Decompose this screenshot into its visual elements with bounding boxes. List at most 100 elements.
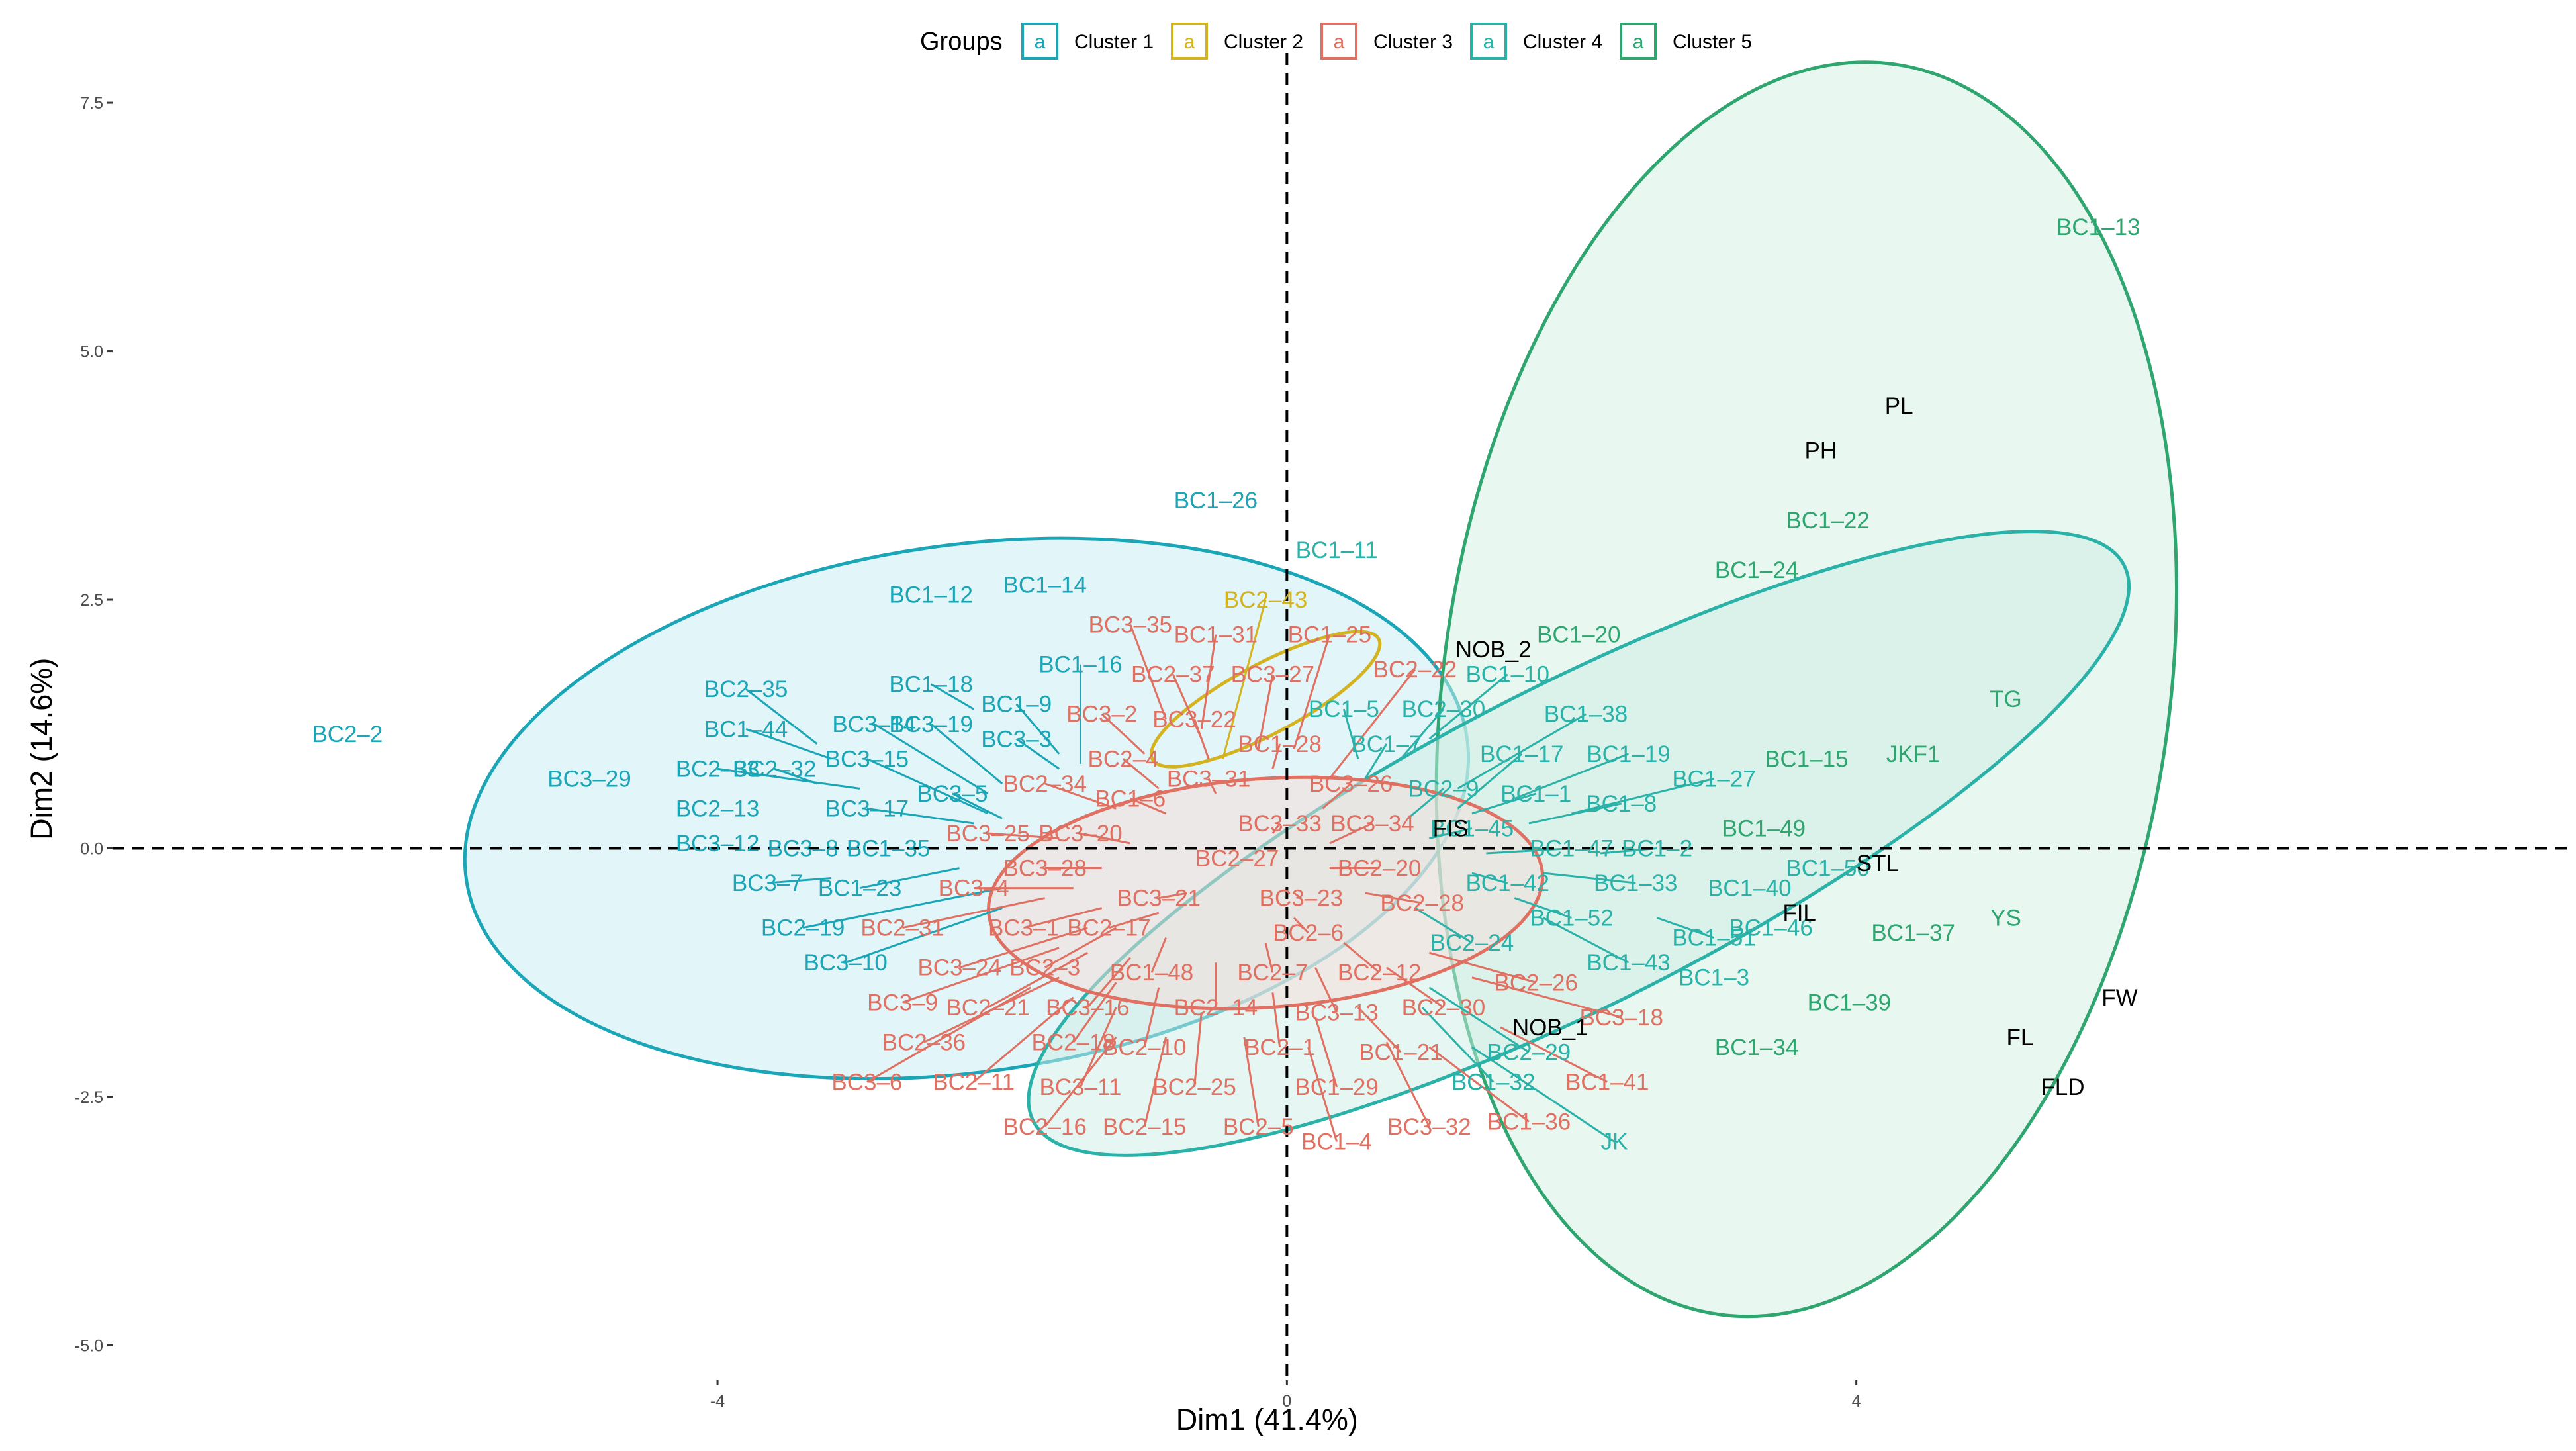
label-connector [902, 897, 1046, 929]
point-label: BC1–17 [1480, 741, 1563, 767]
label-connector [1429, 827, 1473, 839]
point-label: BC3–31 [1167, 766, 1250, 792]
x-tick-label: 4 [1852, 1392, 1861, 1411]
variable-label: FIL [1782, 900, 1816, 926]
legend-key-glyph: a [1633, 31, 1644, 53]
point-label: BC2–33 [676, 756, 759, 782]
label-connector [1543, 872, 1636, 884]
label-connector [930, 683, 974, 710]
point-label: BC3–16 [1046, 995, 1129, 1021]
label-connector [1400, 708, 1445, 760]
label-connector [1130, 798, 1167, 815]
point-label: BC1–16 [1038, 652, 1122, 678]
point-label: BC1–33 [1594, 870, 1677, 896]
y-tick-label: 0.0 [80, 839, 103, 858]
label-connector [1365, 892, 1422, 904]
point-label: BC1–38 [1544, 702, 1628, 727]
point-label: BC2–6 [1273, 920, 1344, 946]
point-label: BC3–15 [825, 746, 909, 772]
label-connector [1314, 967, 1338, 1013]
point-label: BC3–3 [981, 726, 1052, 752]
label-connector [1342, 708, 1359, 759]
point-label: BC2–22 [1373, 657, 1457, 682]
x-tick-label: 0 [1282, 1392, 1291, 1411]
point-label: BC1–47 [1530, 835, 1613, 861]
point-label: BC3–27 [1231, 662, 1314, 688]
label-connector [1150, 937, 1167, 973]
label-connector [1193, 1012, 1203, 1088]
variable-label: STL [1857, 851, 1899, 876]
point-label: BC3–22 [1152, 706, 1236, 732]
point-label: BC3–18 [1580, 1005, 1663, 1031]
y-tick-label: 7.5 [80, 94, 103, 113]
label-connector [930, 723, 1003, 785]
legend-entry-label: Cluster 1 [1074, 31, 1154, 53]
label-connector [987, 951, 1088, 1009]
variable-label: FL [2007, 1025, 2034, 1051]
point-label: BC2–19 [761, 915, 845, 941]
point-label: BC3–2 [1066, 702, 1137, 727]
point-label: BC2–9 [1408, 776, 1479, 802]
label-connector [1421, 1006, 1495, 1083]
legend-key-glyph: a [1483, 31, 1495, 53]
label-connector [1109, 912, 1160, 929]
axes: -5.0 -2.5 0.0 2.5 5.0 7.5 -4 0 4 [75, 94, 1861, 1411]
label-connector [1101, 713, 1146, 755]
legend-key [1470, 23, 1507, 60]
point-label: BC1–51 [1672, 925, 1755, 951]
label-connector [866, 986, 1031, 1083]
point-label: BC3–14 [832, 712, 915, 737]
point-label: BC1–21 [1359, 1039, 1442, 1065]
variable-label: PL [1885, 393, 1913, 419]
point-label: BC1–31 [1174, 622, 1258, 648]
legend-entry-label: Cluster 5 [1673, 31, 1752, 53]
label-connector [1243, 1037, 1260, 1127]
label-connector [845, 907, 1003, 964]
point-label: BC1–32 [1451, 1069, 1535, 1095]
label-connector [1428, 673, 1508, 740]
label-connector [1385, 1041, 1430, 1127]
label-connector [1271, 992, 1281, 1048]
label-connector [902, 947, 1060, 1004]
legend-key [1320, 23, 1357, 60]
point-label: BC3–20 [1038, 821, 1122, 847]
label-connector [1500, 1026, 1608, 1083]
point-label: BC3–26 [1309, 771, 1393, 797]
point-label: BC2–27 [1195, 846, 1279, 872]
point-label: BC1–11 [1296, 538, 1378, 563]
point-label: BC1–43 [1587, 950, 1670, 976]
point-label: BC1–46 [1729, 915, 1812, 941]
label-connector [1293, 634, 1331, 749]
point-label: BC3–35 [1089, 612, 1172, 638]
point-label: BC2–32 [733, 756, 816, 782]
point-label: BC3–24 [917, 955, 1001, 981]
label-connector [1407, 788, 1444, 819]
point-label: BC3–23 [1260, 886, 1343, 912]
label-connector [1657, 917, 1715, 939]
label-connector [745, 727, 832, 760]
point-label: BC2–2 [312, 722, 383, 747]
label-connector [1542, 917, 1630, 964]
label-connector [1143, 1037, 1167, 1127]
point-label: BC1–50 [1786, 856, 1869, 882]
label-connector [1486, 847, 1572, 855]
point-label: BC1–5 [1309, 696, 1379, 722]
point-label: BC2–15 [1103, 1114, 1186, 1140]
point-label: BC3–25 [946, 821, 1029, 847]
y-tick-label: -2.5 [75, 1088, 103, 1107]
point-label: BC2–35 [704, 677, 788, 702]
legend-key [1171, 23, 1208, 60]
point-label: BC2–26 [1494, 970, 1577, 996]
label-connector [1314, 1017, 1338, 1088]
point-label: BC2–30 [1402, 696, 1485, 722]
point-label: BC3–21 [1117, 886, 1201, 912]
point-label: BC1–48 [1110, 960, 1193, 986]
point-label: BC2–43 [1224, 587, 1307, 613]
legend-key-glyph: a [1184, 31, 1195, 53]
point-label: BC2–30 [1402, 995, 1485, 1021]
point-label: BC3–32 [1387, 1114, 1471, 1140]
point-label: BC3–9 [867, 990, 938, 1015]
point-label: BC1–9 [981, 692, 1052, 718]
label-connector [1428, 986, 1530, 1053]
